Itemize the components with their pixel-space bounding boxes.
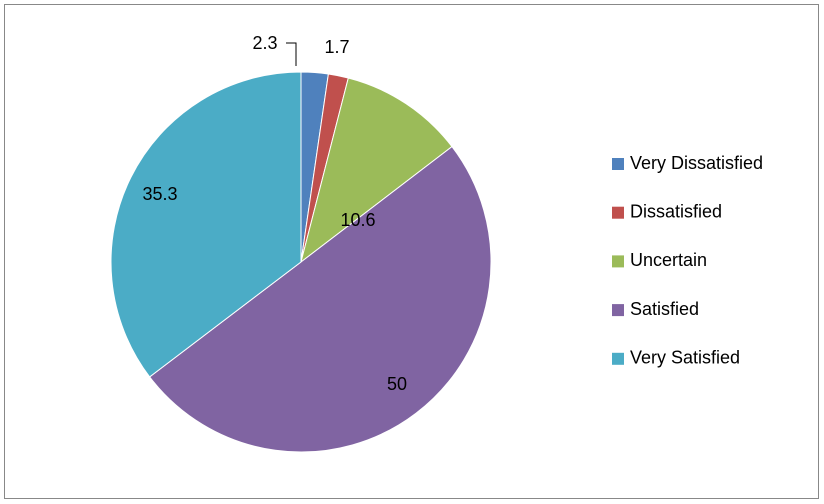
legend-swatch	[612, 206, 624, 219]
data-label: 2.3	[252, 33, 277, 53]
leader-line	[286, 42, 297, 66]
legend-swatch	[612, 304, 624, 317]
legend-label: Uncertain	[630, 250, 707, 270]
pie-slice	[300, 77, 453, 264]
legend-swatch	[612, 352, 624, 365]
legend-label: Very Dissatisfied	[630, 153, 763, 173]
data-label: 50	[387, 374, 407, 394]
pie-slice	[148, 145, 492, 453]
data-label: 35.3	[142, 184, 177, 204]
data-label: 10.6	[340, 210, 375, 230]
legend-label: Very Satisfied	[630, 348, 740, 368]
data-label: 1.7	[324, 37, 349, 57]
pie-slice	[110, 71, 302, 378]
legend-label: Dissatisfied	[630, 201, 722, 221]
legend-label: Satisfied	[630, 299, 699, 319]
legend-swatch	[612, 255, 624, 268]
legend-swatch	[612, 158, 624, 170]
